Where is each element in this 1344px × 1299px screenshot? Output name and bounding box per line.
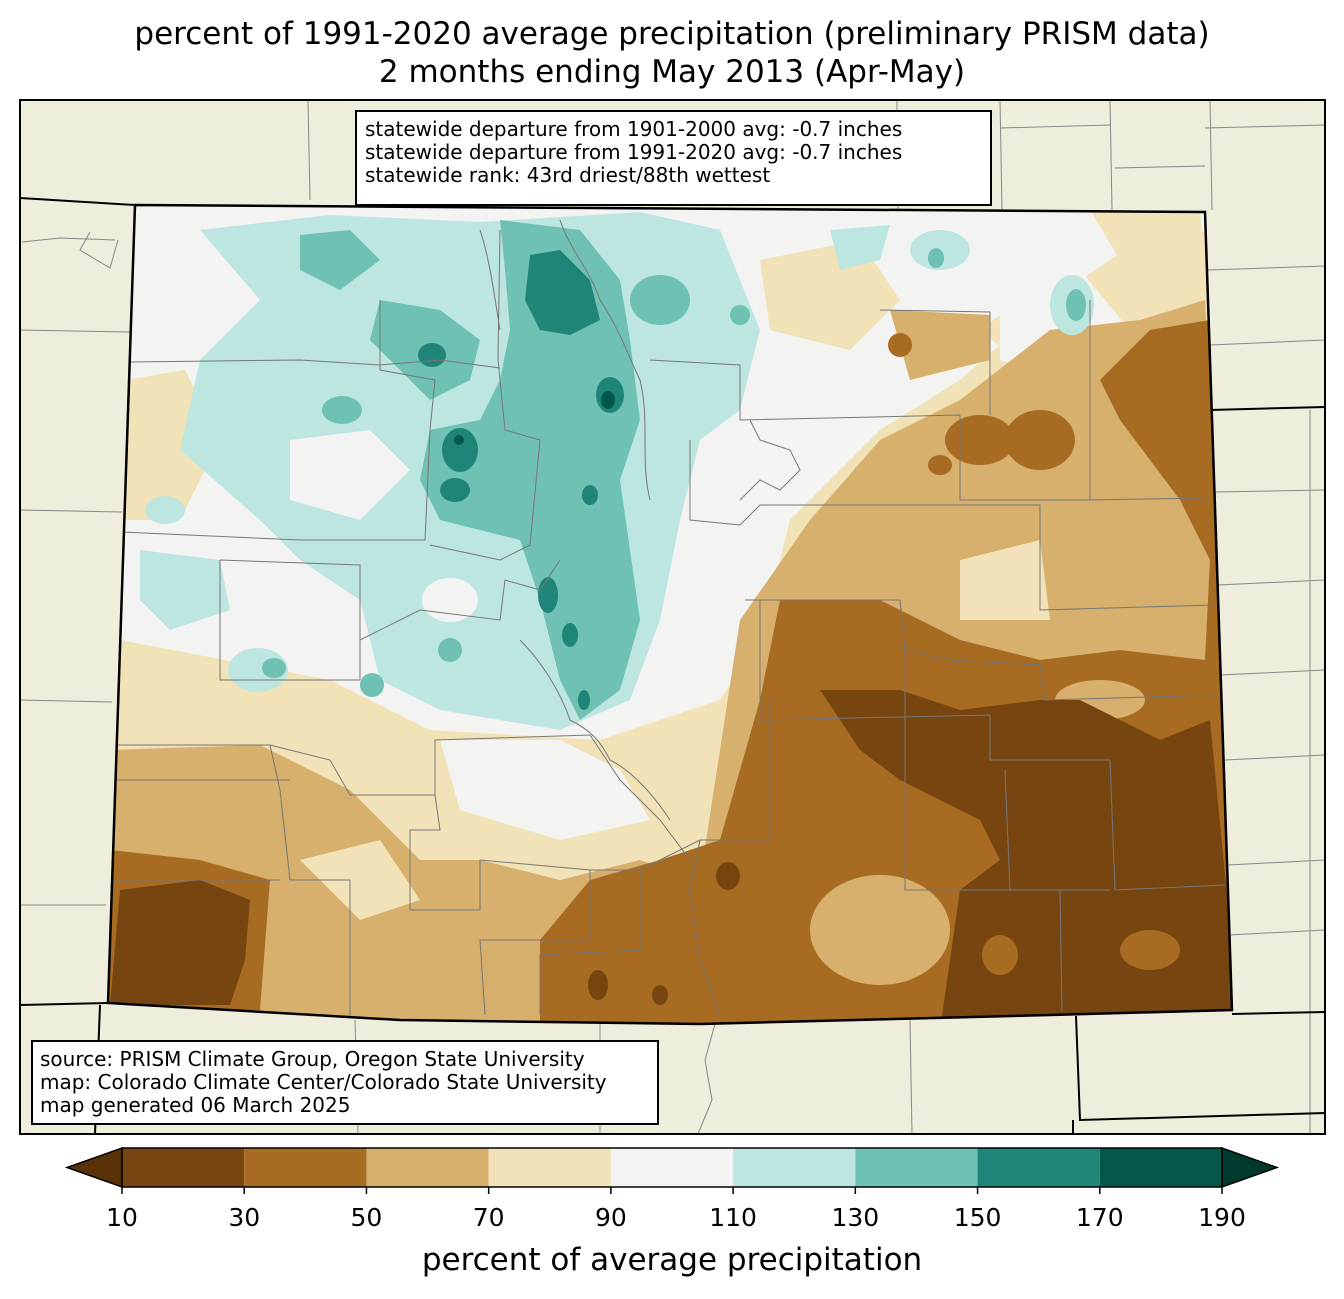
colorbar-tick-label: 10 bbox=[106, 1203, 138, 1232]
colorbar-bin bbox=[488, 1148, 611, 1187]
colorbar-tick-label: 70 bbox=[472, 1203, 505, 1232]
colorado-border bbox=[106, 203, 1234, 1026]
colorbar-tick-label: 170 bbox=[1075, 1203, 1124, 1232]
colorbar bbox=[64, 1146, 1280, 1194]
colorbar-bin bbox=[855, 1148, 978, 1187]
colorbar-bin bbox=[977, 1148, 1100, 1187]
colorbar-tick-label: 190 bbox=[1198, 1203, 1246, 1232]
colorbar-bin bbox=[366, 1148, 489, 1187]
statewide-stats-box: statewide departure from 1901-2000 avg: … bbox=[355, 110, 992, 206]
colorbar-over-arrow bbox=[1221, 1146, 1280, 1189]
colorbar-bin bbox=[610, 1148, 734, 1187]
colorbar-bin bbox=[244, 1148, 367, 1187]
map-credit-line: map: Colorado Climate Center/Colorado St… bbox=[40, 1070, 607, 1094]
departure-1901-2000: statewide departure from 1901-2000 avg: … bbox=[365, 117, 903, 141]
colorbar-tick-label: 50 bbox=[350, 1203, 383, 1232]
colorbar-tick-label: 110 bbox=[709, 1203, 757, 1232]
colorbar-tick-label: 30 bbox=[228, 1203, 261, 1232]
neighbor-borders bbox=[19, 99, 1326, 1135]
colorbar-bin bbox=[122, 1148, 245, 1187]
departure-1991-2020: statewide departure from 1991-2020 avg: … bbox=[365, 140, 903, 164]
colorbar-under-arrow bbox=[64, 1146, 123, 1189]
source-line: source: PRISM Climate Group, Oregon Stat… bbox=[40, 1047, 585, 1071]
source-box: source: PRISM Climate Group, Oregon Stat… bbox=[31, 1040, 659, 1125]
colorbar-bin bbox=[1099, 1148, 1222, 1187]
colorbar-frame bbox=[121, 1147, 1223, 1188]
colorbar-label: percent of average precipitation bbox=[421, 1242, 923, 1278]
map-subtitle: 2 months ending May 2013 (Apr-May) bbox=[378, 54, 966, 90]
precipitation-field bbox=[108, 205, 1232, 1024]
colorbar-tick-label: 130 bbox=[831, 1203, 880, 1232]
map-frame bbox=[19, 99, 1326, 1135]
generated-date-line: map generated 06 March 2025 bbox=[40, 1093, 351, 1117]
colorbar-tick-label: 150 bbox=[953, 1203, 1002, 1232]
statewide-rank: statewide rank: 43rd driest/88th wettest bbox=[365, 163, 771, 187]
colorbar-tick-label: 90 bbox=[594, 1203, 627, 1232]
colorbar-bin bbox=[733, 1148, 856, 1187]
map-title: percent of 1991-2020 average precipitati… bbox=[134, 16, 1210, 52]
